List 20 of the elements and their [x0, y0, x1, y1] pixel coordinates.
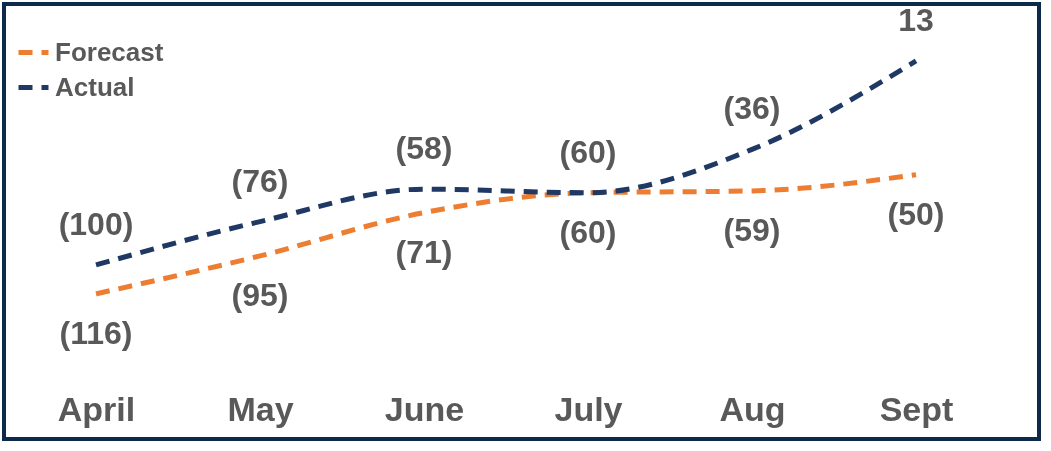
- x-tick-label: May: [227, 389, 294, 428]
- legend-label: Actual: [55, 71, 135, 102]
- data-label: (71): [395, 233, 453, 270]
- x-tick-label: April: [57, 389, 136, 428]
- data-label: (60): [559, 133, 617, 170]
- x-tick-label: July: [554, 389, 623, 428]
- x-tick-label: Aug: [719, 389, 786, 428]
- data-label: (36): [723, 90, 781, 127]
- data-label: (59): [723, 211, 781, 248]
- x-tick-label: Sept: [879, 389, 954, 428]
- data-label: (76): [231, 162, 289, 199]
- legend-label: Forecast: [55, 36, 164, 67]
- data-label: (58): [395, 130, 453, 167]
- data-label: (116): [59, 314, 133, 351]
- data-label: (50): [887, 195, 945, 232]
- data-label: (100): [58, 205, 134, 242]
- data-label: (60): [559, 213, 617, 250]
- data-label: 13: [898, 1, 934, 38]
- x-tick-label: June: [384, 389, 465, 428]
- data-label: (95): [231, 276, 289, 313]
